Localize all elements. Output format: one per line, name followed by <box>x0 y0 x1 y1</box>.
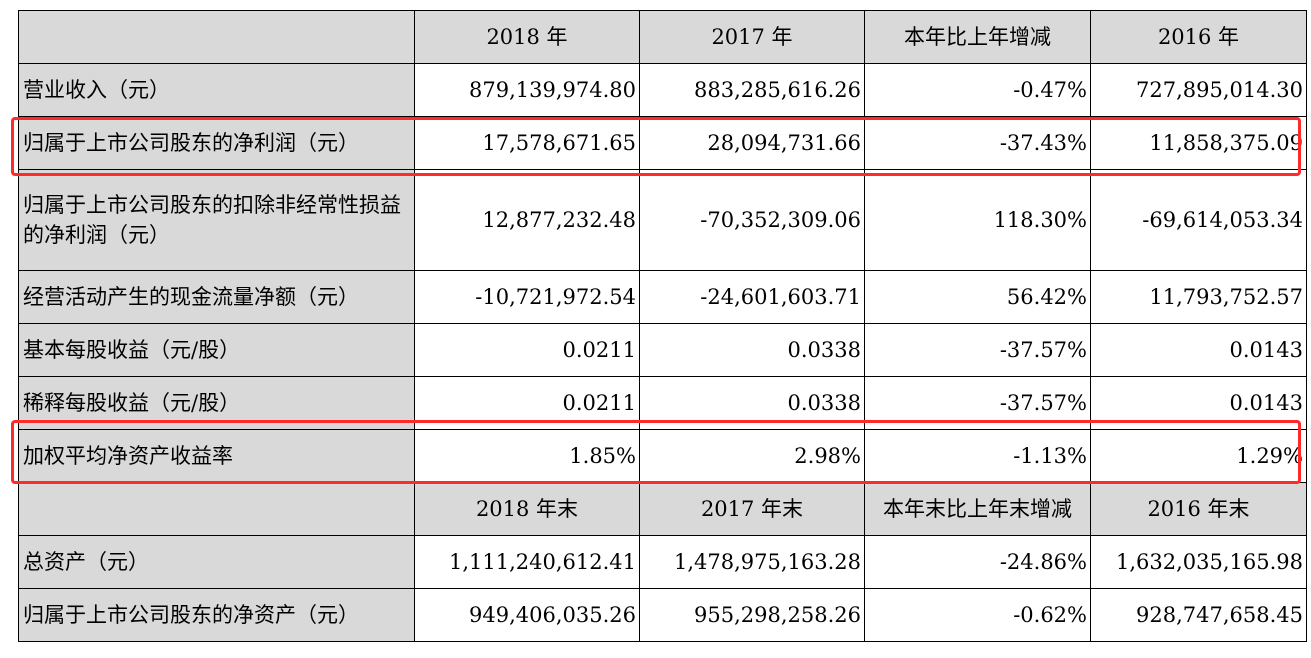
header-cell-2017-end: 2017 年末 <box>639 482 865 536</box>
value-2017: 883,285,616.26 <box>639 63 865 117</box>
header-cell-empty <box>18 10 415 64</box>
header-cell-empty <box>18 482 415 536</box>
value-2018: -10,721,972.54 <box>414 270 640 324</box>
value-change: -37.43% <box>864 116 1091 170</box>
value-2017: 28,094,731.66 <box>639 116 865 170</box>
row-label: 经营活动产生的现金流量净额（元） <box>18 270 415 324</box>
value-2017-end: 955,298,258.26 <box>639 588 865 642</box>
table-row-net-assets: 归属于上市公司股东的净资产（元） 949,406,035.26 955,298,… <box>18 588 1307 642</box>
value-2016: 11,858,375.09 <box>1090 116 1307 170</box>
value-2018: 0.0211 <box>414 323 640 377</box>
value-change: 56.42% <box>864 270 1091 324</box>
header-cell-2016: 2016 年 <box>1090 10 1307 64</box>
table-row-basic-eps: 基本每股收益（元/股） 0.0211 0.0338 -37.57% 0.0143 <box>18 323 1307 377</box>
header-row-bottom: 2018 年末 2017 年末 本年末比上年末增减 2016 年末 <box>18 482 1307 536</box>
value-change-end: -0.62% <box>864 588 1091 642</box>
value-2017: -24,601,603.71 <box>639 270 865 324</box>
table-row-revenue: 营业收入（元） 879,139,974.80 883,285,616.26 -0… <box>18 63 1307 117</box>
value-change: 118.30% <box>864 169 1091 271</box>
header-cell-2018-end: 2018 年末 <box>414 482 640 536</box>
value-2017: 0.0338 <box>639 323 865 377</box>
value-change-end: -24.86% <box>864 535 1091 589</box>
value-2016: 11,793,752.57 <box>1090 270 1307 324</box>
table-row-diluted-eps: 稀释每股收益（元/股） 0.0211 0.0338 -37.57% 0.0143 <box>18 376 1307 430</box>
row-label: 归属于上市公司股东的净资产（元） <box>18 588 415 642</box>
header-cell-change: 本年比上年增减 <box>864 10 1091 64</box>
row-label: 营业收入（元） <box>18 63 415 117</box>
row-label: 加权平均净资产收益率 <box>18 429 415 483</box>
value-2017: -70,352,309.06 <box>639 169 865 271</box>
value-2017-end: 1,478,975,163.28 <box>639 535 865 589</box>
value-2016: -69,614,053.34 <box>1090 169 1307 271</box>
table-row-net-profit: 归属于上市公司股东的净利润（元） 17,578,671.65 28,094,73… <box>18 116 1307 170</box>
value-2016-end: 1,632,035,165.98 <box>1090 535 1307 589</box>
header-row-top: 2018 年 2017 年 本年比上年增减 2016 年 <box>18 10 1307 64</box>
header-cell-2016-end: 2016 年末 <box>1090 482 1307 536</box>
row-label: 稀释每股收益（元/股） <box>18 376 415 430</box>
financial-summary-table: 2018 年 2017 年 本年比上年增减 2016 年 营业收入（元） 879… <box>18 10 1307 642</box>
value-2016: 727,895,014.30 <box>1090 63 1307 117</box>
table-row-weighted-roe: 加权平均净资产收益率 1.85% 2.98% -1.13% 1.29% <box>18 429 1307 483</box>
value-2018: 879,139,974.80 <box>414 63 640 117</box>
value-2017: 2.98% <box>639 429 865 483</box>
value-2016: 1.29% <box>1090 429 1307 483</box>
table-row-operating-cash-flow: 经营活动产生的现金流量净额（元） -10,721,972.54 -24,601,… <box>18 270 1307 324</box>
value-2018: 1.85% <box>414 429 640 483</box>
value-2016-end: 928,747,658.45 <box>1090 588 1307 642</box>
value-change: -37.57% <box>864 323 1091 377</box>
header-cell-2017: 2017 年 <box>639 10 865 64</box>
table-row-net-profit-deducted: 归属于上市公司股东的扣除非经常性损益的净利润（元） 12,877,232.48 … <box>18 169 1307 271</box>
header-cell-change-end: 本年末比上年末增减 <box>864 482 1091 536</box>
value-change: -1.13% <box>864 429 1091 483</box>
row-label: 总资产（元） <box>18 535 415 589</box>
table-row-total-assets: 总资产（元） 1,111,240,612.41 1,478,975,163.28… <box>18 535 1307 589</box>
value-2018-end: 949,406,035.26 <box>414 588 640 642</box>
value-change: -37.57% <box>864 376 1091 430</box>
value-2017: 0.0338 <box>639 376 865 430</box>
value-2016: 0.0143 <box>1090 323 1307 377</box>
value-2018-end: 1,111,240,612.41 <box>414 535 640 589</box>
row-label: 归属于上市公司股东的净利润（元） <box>18 116 415 170</box>
value-change: -0.47% <box>864 63 1091 117</box>
value-2018: 12,877,232.48 <box>414 169 640 271</box>
value-2018: 0.0211 <box>414 376 640 430</box>
header-cell-2018: 2018 年 <box>414 10 640 64</box>
value-2016: 0.0143 <box>1090 376 1307 430</box>
row-label: 基本每股收益（元/股） <box>18 323 415 377</box>
value-2018: 17,578,671.65 <box>414 116 640 170</box>
row-label: 归属于上市公司股东的扣除非经常性损益的净利润（元） <box>18 169 415 271</box>
